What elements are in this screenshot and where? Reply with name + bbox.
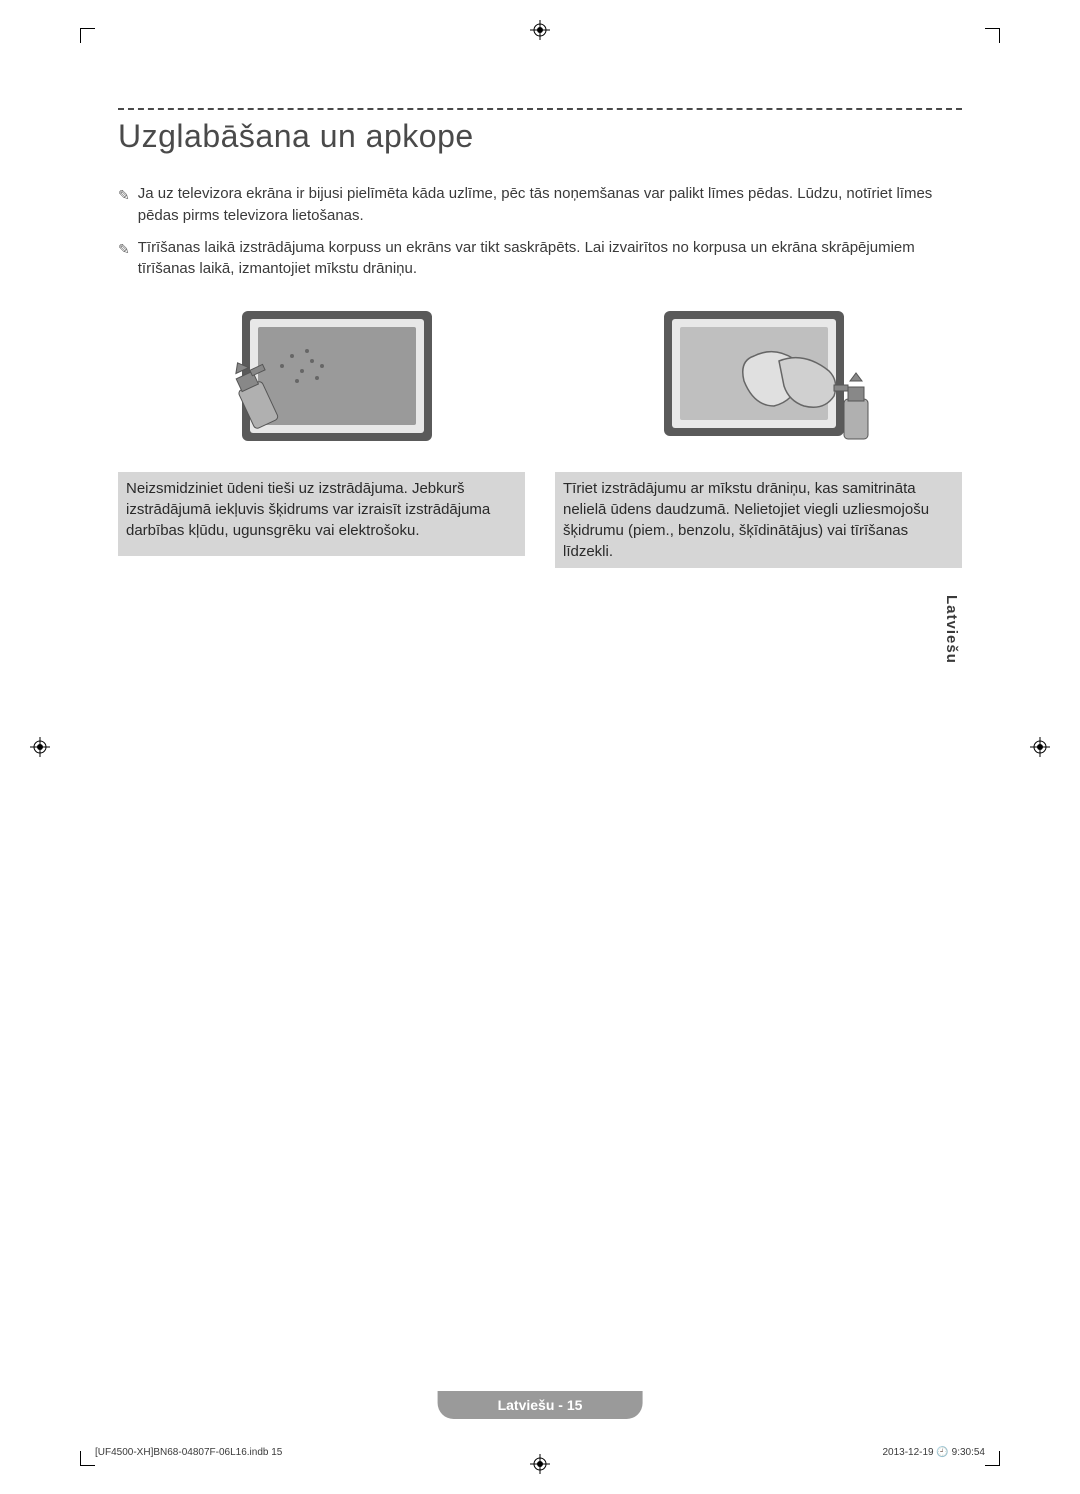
page-content: Uzglabāšana un apkope ✎ Ja uz televizora… (118, 108, 962, 568)
figure-row: Neizsmidziniet ūdeni tieši uz izstrādāju… (118, 296, 962, 568)
note-text: Tīrīšanas laikā izstrādājuma korpuss un … (138, 237, 962, 281)
figure-cloth-wipe-icon (555, 296, 962, 466)
page-number-badge: Latviešu - 15 (438, 1391, 643, 1419)
crop-mark (985, 1451, 1000, 1466)
note-item: ✎ Ja uz televizora ekrāna ir bijusi piel… (118, 183, 962, 227)
crop-mark (985, 28, 1000, 43)
language-tab: Latviešu (943, 595, 960, 664)
title-divider (118, 108, 962, 110)
figure-caption: Tīriet izstrādājumu ar mīkstu drāniņu, k… (555, 472, 962, 568)
registration-mark-icon (30, 737, 50, 757)
note-text: Ja uz televizora ekrāna ir bijusi pielīm… (138, 183, 962, 227)
footer-timestamp: 2013-12-19 🕘 9:30:54 (882, 1447, 985, 1458)
figure-spray-direct-icon (118, 296, 525, 466)
crop-mark (80, 28, 95, 43)
footer-filename: [UF4500-XH]BN68-04807F-06L16.indb 15 (95, 1447, 282, 1458)
figure-column: Tīriet izstrādājumu ar mīkstu drāniņu, k… (555, 296, 962, 568)
page-title: Uzglabāšana un apkope (118, 118, 962, 155)
registration-mark-icon (530, 20, 550, 40)
note-icon: ✎ (118, 239, 130, 259)
registration-mark-icon (530, 1454, 550, 1474)
figure-column: Neizsmidziniet ūdeni tieši uz izstrādāju… (118, 296, 525, 568)
note-item: ✎ Tīrīšanas laikā izstrādājuma korpuss u… (118, 237, 962, 281)
crop-mark (80, 1451, 95, 1466)
figure-caption: Neizsmidziniet ūdeni tieši uz izstrādāju… (118, 472, 525, 556)
registration-mark-icon (1030, 737, 1050, 757)
note-icon: ✎ (118, 185, 130, 205)
